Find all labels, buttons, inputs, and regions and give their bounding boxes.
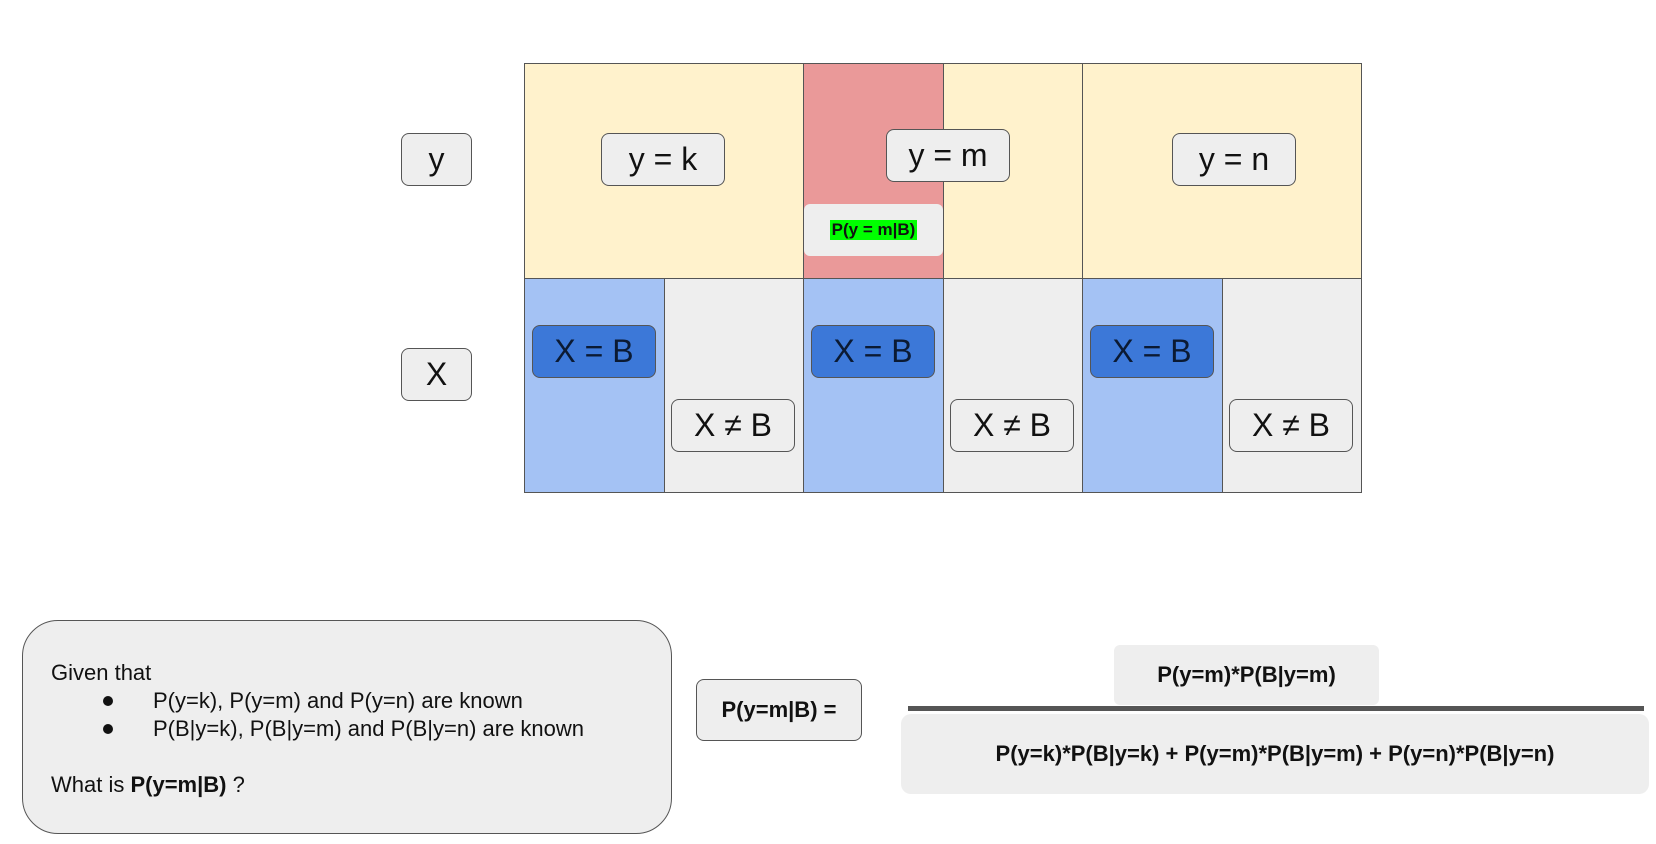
- x-equals-b-label-n: X = B: [1090, 325, 1214, 378]
- info-bullet: P(B|y=k), P(B|y=m) and P(B|y=n) are know…: [51, 715, 671, 743]
- region-k-x-equals-b: [524, 278, 665, 493]
- row-label-x: X: [401, 348, 472, 401]
- region-m-x-not-b: [943, 278, 1083, 493]
- x-not-b-label-m: X ≠ B: [950, 399, 1074, 452]
- equation-numerator: P(y=m)*P(B|y=m): [1114, 645, 1379, 705]
- info-bullet: P(y=k), P(y=m) and P(y=n) are known: [51, 687, 671, 715]
- fraction-bar: [908, 706, 1644, 711]
- region-n-x-not-b: [1222, 278, 1362, 493]
- x-not-b-label-k: X ≠ B: [671, 399, 795, 452]
- posterior-highlight-label: P(y = m|B): [804, 204, 943, 256]
- bullet-icon: [103, 724, 113, 734]
- x-not-b-label-n: X ≠ B: [1229, 399, 1353, 452]
- equation-denominator: P(y=k)*P(B|y=k) + P(y=m)*P(B|y=m) + P(y=…: [901, 714, 1649, 794]
- bullet-icon: [103, 696, 113, 706]
- question-prefix: What is: [51, 772, 131, 797]
- info-bullet-text: P(y=k), P(y=m) and P(y=n) are known: [153, 688, 523, 713]
- x-equals-b-label-m: X = B: [811, 325, 935, 378]
- y-m-label: y = m: [886, 129, 1010, 182]
- x-equals-b-label-k: X = B: [532, 325, 656, 378]
- info-question: What is P(y=m|B) ?: [51, 771, 671, 799]
- given-info-box: Given that P(y=k), P(y=m) and P(y=n) are…: [22, 620, 672, 834]
- row-label-y: y: [401, 133, 472, 186]
- region-k-x-not-b: [664, 278, 804, 493]
- equation-lhs: P(y=m|B) =: [696, 679, 862, 741]
- info-intro: Given that: [51, 660, 152, 685]
- y-n-label: y = n: [1172, 133, 1296, 186]
- region-n-x-equals-b: [1082, 278, 1223, 493]
- y-k-label: y = k: [601, 133, 725, 186]
- info-bullet-text: P(B|y=k), P(B|y=m) and P(B|y=n) are know…: [153, 716, 585, 741]
- posterior-highlight-text: P(y = m|B): [829, 220, 918, 240]
- question-suffix: ?: [226, 772, 245, 797]
- region-m-x-equals-b: [803, 278, 944, 493]
- question-term: P(y=m|B): [130, 772, 227, 797]
